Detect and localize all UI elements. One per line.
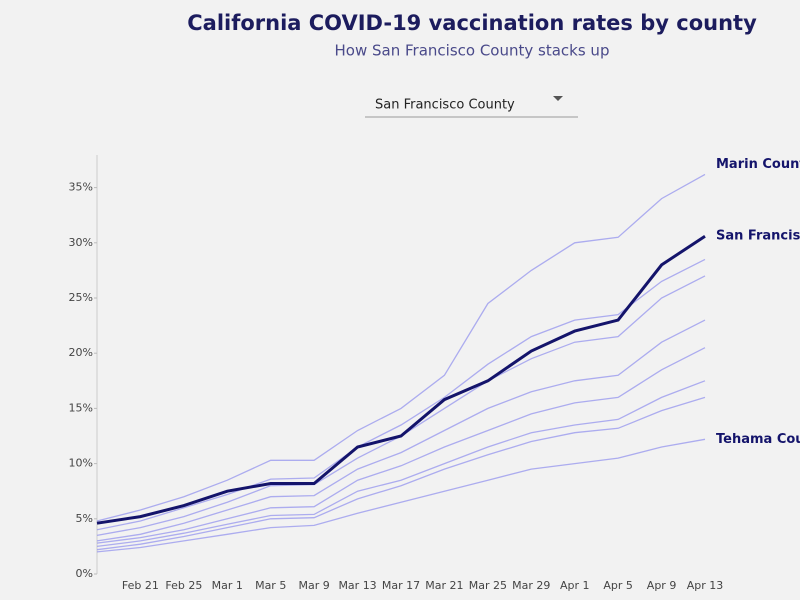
y-tick-label: 10% xyxy=(69,457,93,470)
series-line xyxy=(96,396,706,551)
x-tick-label: Apr 9 xyxy=(647,579,677,592)
x-tick-label: Apr 13 xyxy=(687,579,724,592)
x-tick-label: Apr 5 xyxy=(603,579,633,592)
series-line xyxy=(96,234,706,525)
y-tick-label: 15% xyxy=(69,401,93,414)
x-tick-label: Mar 25 xyxy=(469,579,507,592)
x-tick-label: Apr 1 xyxy=(560,579,590,592)
chart-subtitle: How San Francisco County stacks up xyxy=(335,42,610,60)
y-tick-label: 20% xyxy=(69,346,93,359)
x-tick-label: Mar 9 xyxy=(299,579,330,592)
dropdown-arrow[interactable] xyxy=(553,96,563,101)
series-line xyxy=(96,438,706,553)
series-line xyxy=(96,173,706,522)
x-tick-label: Mar 1 xyxy=(212,579,243,592)
x-tick-label: Mar 13 xyxy=(338,579,376,592)
x-tick-label: Mar 29 xyxy=(512,579,550,592)
series-line xyxy=(96,380,706,548)
x-tick-label: Mar 21 xyxy=(425,579,463,592)
x-tick-label: Feb 21 xyxy=(122,579,159,592)
x-tick-label: Mar 17 xyxy=(382,579,420,592)
series-line xyxy=(96,347,706,544)
chart-title: California COVID-19 vaccination rates by… xyxy=(187,11,757,35)
series-label: Tehama County xyxy=(716,432,800,447)
x-tick-label: Mar 5 xyxy=(255,579,286,592)
y-tick-label: 25% xyxy=(69,291,93,304)
y-tick-label: 5% xyxy=(76,512,93,525)
series-line xyxy=(96,258,706,531)
series-label: Marin County xyxy=(716,157,800,172)
y-tick-label: 35% xyxy=(69,181,93,194)
y-tick-label: 30% xyxy=(69,236,93,249)
series-label: San Francisco County xyxy=(716,229,800,244)
x-tick-label: Feb 25 xyxy=(165,579,202,592)
y-tick-label: 0% xyxy=(76,567,93,580)
plot: 0% 5% 10% 15% 20% 25% 30% 35% Feb 21 Feb 25 Mar 1 M… xyxy=(69,157,800,592)
dropdown-value[interactable]: San Francisco County xyxy=(375,98,515,113)
series-line xyxy=(96,319,706,542)
county-dropdown[interactable]: San Francisco County xyxy=(365,96,578,118)
